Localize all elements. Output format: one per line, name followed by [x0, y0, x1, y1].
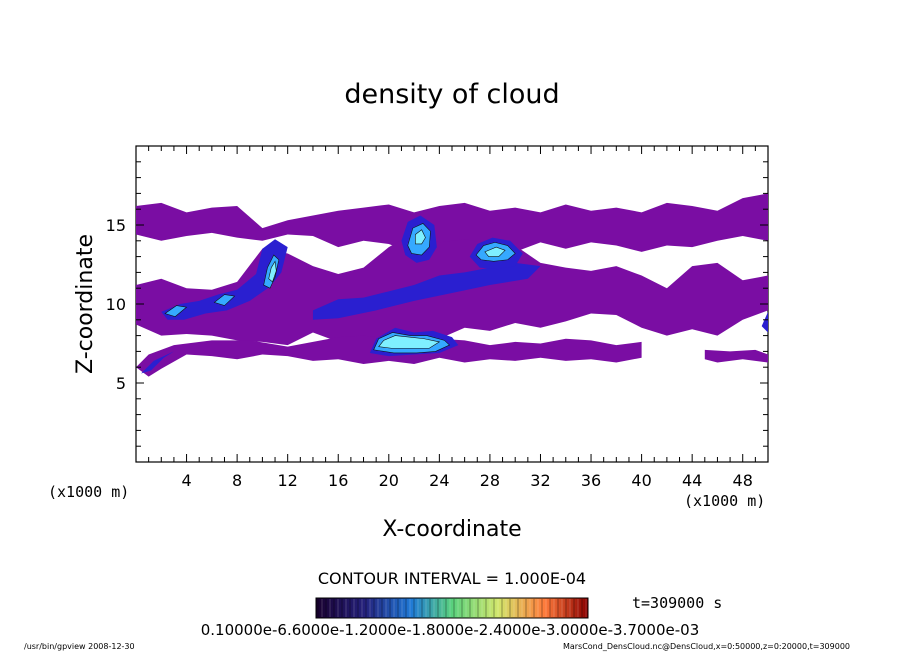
- colorbar-strip: [315, 597, 589, 619]
- time-label: t=309000 s: [632, 594, 722, 612]
- upper-left-core-light: [415, 229, 426, 245]
- x-tick-label: 48: [733, 471, 753, 490]
- upper-right-core-light: [484, 246, 506, 257]
- lower-core-light: [378, 335, 441, 349]
- chart-title: density of cloud: [344, 79, 559, 110]
- y-axis-label: Z-coordinate: [73, 234, 98, 374]
- left-blob-light: [268, 260, 277, 283]
- right-edge-dark: [761, 311, 768, 333]
- small-center-mid: [213, 294, 236, 306]
- cloud-density-field: [136, 193, 768, 377]
- x-tick-label: 28: [480, 471, 500, 490]
- y-tick-label: 15: [106, 216, 126, 235]
- y-tick-label: 5: [116, 374, 126, 393]
- x-axis-unit-right: (x1000 m): [684, 492, 765, 510]
- x-tick-label: 44: [682, 471, 702, 490]
- y-tick-label: 10: [106, 295, 126, 314]
- x-tick-label: 8: [232, 471, 242, 490]
- x-axis-unit-left: (x1000 m): [48, 483, 129, 501]
- x-tick-label: 32: [530, 471, 550, 490]
- footer-right: MarsCond_DensCloud.nc@DensCloud,x=0:5000…: [563, 642, 850, 651]
- x-tick-label: 36: [581, 471, 601, 490]
- small-left-mid: [164, 305, 188, 317]
- x-tick-label: 4: [181, 471, 191, 490]
- x-tick-label: 12: [278, 471, 298, 490]
- x-tick-label: 24: [429, 471, 449, 490]
- x-tick-label: 40: [631, 471, 651, 490]
- x-tick-label: 20: [379, 471, 399, 490]
- colorbar-lines: [317, 599, 587, 617]
- contour-interval-label: CONTOUR INTERVAL = 1.000E-04: [318, 569, 586, 588]
- left-lower-streak: [141, 351, 174, 374]
- footer-left: /usr/bin/gpview 2008-12-30: [24, 642, 135, 651]
- upper-layer: [136, 193, 768, 254]
- central-band-dark: [312, 262, 541, 320]
- colorbar: [315, 597, 589, 619]
- right-lower-patch: [704, 349, 768, 363]
- x-axis-label: X-coordinate: [382, 517, 521, 542]
- colorbar-labels: 0.10000e-6.6000e-1.2000e-1.8000e-2.4000e…: [201, 621, 700, 639]
- x-tick-label: 16: [328, 471, 348, 490]
